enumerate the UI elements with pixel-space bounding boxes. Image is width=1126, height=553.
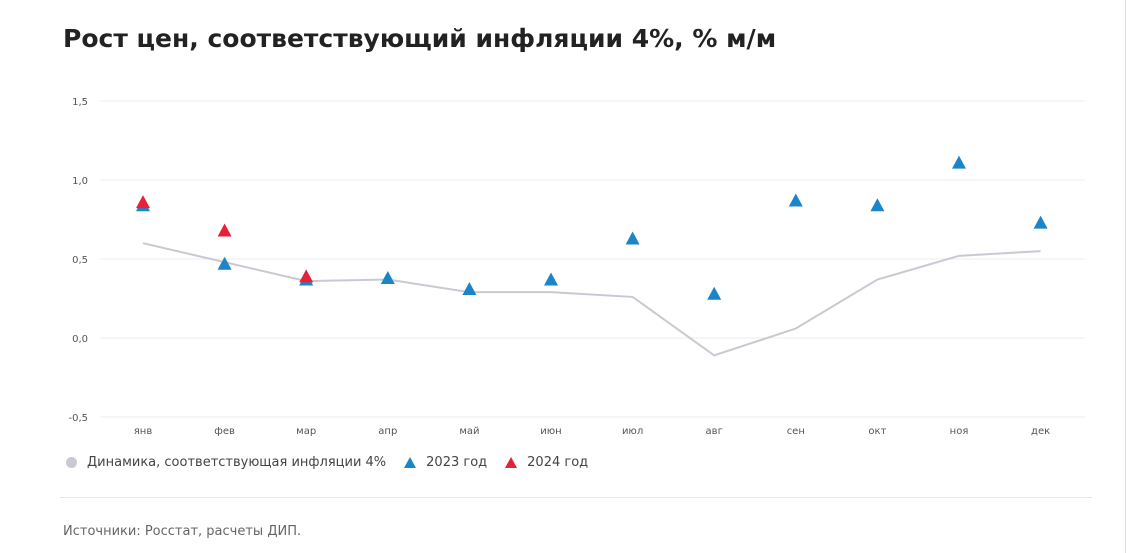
x-tick-label: авг: [706, 426, 723, 437]
source-note: Источники: Росстат, расчеты ДИП.: [63, 524, 302, 539]
x-tick-label: ноя: [950, 426, 969, 437]
triangle-marker-2023-год: [707, 286, 722, 300]
legend-label: 2024 год: [527, 455, 589, 470]
chart-title: Рост цен, соответствующий инфляции 4%, %…: [63, 24, 777, 53]
x-tick-label: дек: [1031, 426, 1050, 437]
x-tick-label: июл: [622, 426, 643, 437]
triangle-marker-2023-год: [625, 231, 640, 245]
x-tick-label: сен: [787, 426, 805, 437]
triangle-marker-2023-год: [870, 198, 885, 212]
x-tick-label: окт: [868, 426, 886, 437]
series-line: [142, 242, 1041, 357]
x-tick-label: апр: [378, 426, 397, 437]
triangle-marker-2023-год: [380, 270, 395, 284]
y-tick-label: 0,5: [72, 255, 88, 266]
triangle-marker-2023-год: [1033, 215, 1048, 229]
y-tick-label: -0,5: [68, 413, 88, 424]
legend-triangle-icon: [404, 457, 417, 468]
divider: [60, 497, 1092, 498]
legend: Динамика, соответствующая инфляции 4% 202…: [66, 455, 588, 470]
legend-circle-icon: [66, 457, 77, 468]
x-tick-label: мар: [296, 426, 316, 437]
x-tick-label: май: [459, 426, 479, 437]
legend-label: 2023 год: [426, 455, 488, 470]
x-tick-label: июн: [540, 426, 561, 437]
triangle-marker-2024-год: [217, 223, 232, 237]
triangle-marker-2023-год: [952, 155, 966, 169]
y-tick-label: 0,0: [72, 334, 88, 345]
triangle-marker-2023-год: [462, 282, 477, 296]
y-tick-label: 1,5: [72, 97, 88, 108]
triangle-marker-2024-год: [136, 195, 150, 209]
triangle-marker-2023-год: [217, 256, 232, 270]
triangle-marker-2023-год: [544, 272, 558, 286]
x-tick-label: фев: [214, 426, 235, 437]
x-tick-label: янв: [134, 426, 153, 437]
legend-label: Динамика, соответствующая инфляции 4%: [87, 455, 387, 470]
legend-triangle-icon: [505, 457, 518, 468]
triangle-marker-2023-год: [788, 193, 803, 207]
y-tick-label: 1,0: [72, 176, 88, 187]
triangle-marker-2024-год: [299, 269, 314, 283]
